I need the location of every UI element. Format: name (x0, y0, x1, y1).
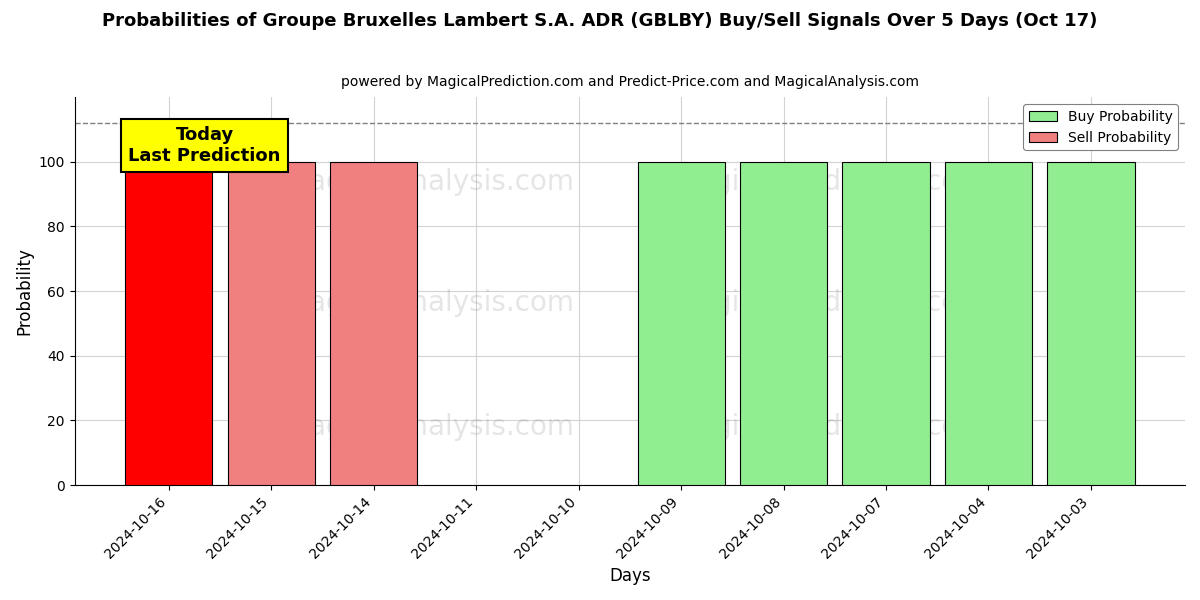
Y-axis label: Probability: Probability (16, 247, 34, 335)
Text: MagicalPrediction.com: MagicalPrediction.com (673, 413, 986, 441)
Bar (228, 162, 314, 485)
Bar (1048, 162, 1134, 485)
Bar (125, 162, 212, 485)
Bar (740, 162, 827, 485)
Bar (330, 162, 418, 485)
Bar (842, 162, 930, 485)
Title: powered by MagicalPrediction.com and Predict-Price.com and MagicalAnalysis.com: powered by MagicalPrediction.com and Pre… (341, 75, 919, 89)
Text: MagicalPrediction.com: MagicalPrediction.com (673, 289, 986, 317)
Text: MagicalAnalysis.com: MagicalAnalysis.com (286, 413, 575, 441)
Text: MagicalAnalysis.com: MagicalAnalysis.com (286, 289, 575, 317)
Bar (637, 162, 725, 485)
Text: MagicalAnalysis.com: MagicalAnalysis.com (286, 169, 575, 196)
X-axis label: Days: Days (610, 567, 650, 585)
Bar (944, 162, 1032, 485)
Legend: Buy Probability, Sell Probability: Buy Probability, Sell Probability (1024, 104, 1178, 150)
Text: Today
Last Prediction: Today Last Prediction (128, 126, 281, 165)
Text: MagicalPrediction.com: MagicalPrediction.com (673, 169, 986, 196)
Text: Probabilities of Groupe Bruxelles Lambert S.A. ADR (GBLBY) Buy/Sell Signals Over: Probabilities of Groupe Bruxelles Lamber… (102, 12, 1098, 30)
